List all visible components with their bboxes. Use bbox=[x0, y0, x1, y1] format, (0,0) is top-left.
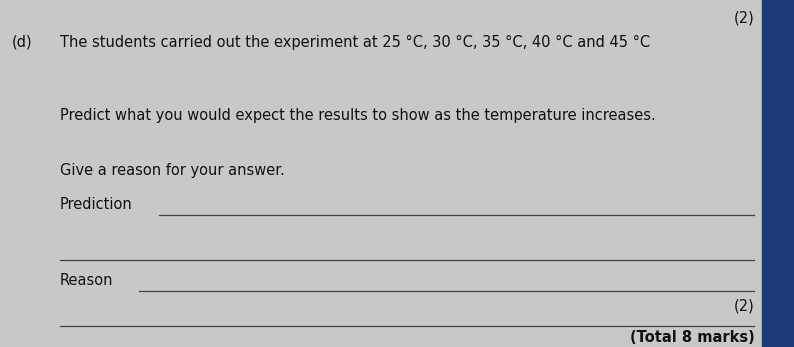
Text: (2): (2) bbox=[734, 10, 754, 25]
Text: Give a reason for your answer.: Give a reason for your answer. bbox=[60, 163, 284, 178]
Text: Reason: Reason bbox=[60, 273, 113, 288]
Text: (Total 8 marks): (Total 8 marks) bbox=[630, 330, 754, 345]
Text: The students carried out the experiment at 25 °C, 30 °C, 35 °C, 40 °C and 45 °C: The students carried out the experiment … bbox=[60, 35, 649, 50]
Text: (d): (d) bbox=[12, 35, 33, 50]
Bar bbox=[762, 0, 794, 347]
Text: (2): (2) bbox=[734, 298, 754, 313]
Text: Prediction: Prediction bbox=[60, 197, 133, 212]
Text: Predict what you would expect the results to show as the temperature increases.: Predict what you would expect the result… bbox=[60, 108, 655, 122]
